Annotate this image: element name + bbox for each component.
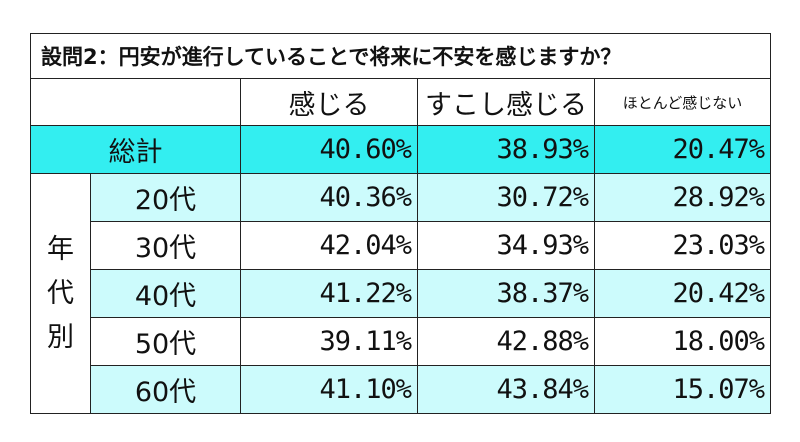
value-feel: 39.11%	[240, 317, 418, 366]
value-hardly-feel: 23.03%	[593, 221, 772, 270]
table-row: 年 代 別 20代 40.36% 30.72% 28.92%	[30, 173, 772, 414]
age-label: 50代	[90, 317, 241, 366]
age-label: 40代	[90, 269, 241, 318]
value-feel: 41.22%	[240, 269, 418, 318]
value-hardly-feel: 15.07%	[593, 365, 772, 414]
table-row: 30代 42.04% 34.93% 23.03%	[31, 221, 772, 270]
value-feel-somewhat: 43.84%	[417, 365, 595, 414]
age-label: 20代	[90, 173, 241, 222]
table-row: 50代 39.11% 42.88% 18.00%	[31, 317, 772, 366]
total-value-feel-somewhat: 38.93%	[417, 125, 595, 174]
header-empty-cell	[30, 78, 241, 126]
value-feel-somewhat: 34.93%	[417, 221, 595, 270]
value-feel-somewhat: 42.88%	[417, 317, 595, 366]
value-hardly-feel: 20.42%	[593, 269, 772, 318]
age-group-label-char: 別	[47, 321, 74, 353]
header-feel: 感じる	[240, 78, 418, 126]
header-hardly-feel: ほとんど感じない	[593, 78, 772, 126]
total-label: 総計	[30, 125, 241, 174]
age-label: 30代	[90, 221, 241, 270]
table-row: 60代 41.10% 43.84% 15.07%	[31, 365, 772, 414]
age-label: 60代	[90, 365, 241, 414]
value-hardly-feel: 18.00%	[593, 317, 772, 366]
value-feel: 40.36%	[240, 173, 418, 222]
survey-table: 設問2：円安が進行していることで将来に不安を感じますか？ 感じる すこし感じる …	[29, 33, 772, 414]
value-feel-somewhat: 30.72%	[417, 173, 595, 222]
header-feel-somewhat: すこし感じる	[417, 78, 595, 126]
age-group-label: 年 代 別	[30, 173, 91, 414]
total-value-hardly-feel: 20.47%	[593, 125, 772, 174]
value-feel: 41.10%	[240, 365, 418, 414]
age-group-label-char: 代	[47, 277, 74, 309]
value-hardly-feel: 28.92%	[593, 173, 772, 222]
value-feel: 42.04%	[240, 221, 418, 270]
total-row: 総計 40.60% 38.93% 20.47%	[30, 125, 772, 174]
value-feel-somewhat: 38.37%	[417, 269, 595, 318]
total-value-feel: 40.60%	[240, 125, 418, 174]
table-title: 設問2：円安が進行していることで将来に不安を感じますか？	[29, 33, 772, 79]
table-row: 40代 41.22% 38.37% 20.42%	[31, 269, 772, 318]
age-group-label-char: 年	[47, 233, 74, 265]
